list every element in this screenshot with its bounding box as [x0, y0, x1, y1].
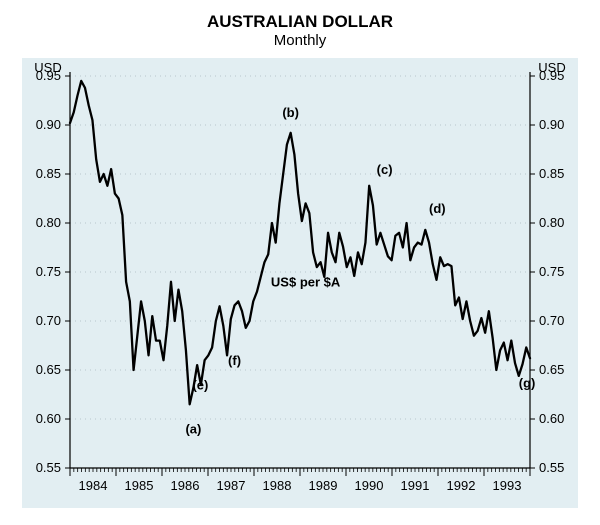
- series-label: US$ per $A: [271, 275, 341, 290]
- y-tick-label-right: 0.85: [539, 166, 564, 181]
- x-year-label: 1984: [79, 478, 108, 493]
- y-tick-label-right: 0.70: [539, 313, 564, 328]
- y-tick-label-right: 0.95: [539, 68, 564, 83]
- x-year-label: 1987: [217, 478, 246, 493]
- y-tick-label-left: 0.65: [36, 362, 61, 377]
- y-tick-label-right: 0.60: [539, 411, 564, 426]
- y-tick-label-left: 0.85: [36, 166, 61, 181]
- x-year-label: 1993: [493, 478, 522, 493]
- y-tick-label-right: 0.55: [539, 460, 564, 475]
- exchange-rate-chart: AUSTRALIAN DOLLAR Monthly USDUSD0.550.55…: [0, 0, 600, 525]
- y-tick-label-right: 0.75: [539, 264, 564, 279]
- y-tick-label-right: 0.65: [539, 362, 564, 377]
- annotation-d: (d): [429, 201, 446, 216]
- y-tick-label-left: 0.55: [36, 460, 61, 475]
- chart-title: AUSTRALIAN DOLLAR: [0, 12, 600, 32]
- x-year-label: 1985: [125, 478, 154, 493]
- y-tick-label-left: 0.70: [36, 313, 61, 328]
- y-tick-label-left: 0.80: [36, 215, 61, 230]
- x-year-label: 1989: [309, 478, 338, 493]
- annotation-e: (e): [192, 378, 208, 393]
- annotation-g: (g): [519, 376, 536, 391]
- annotation-c: (c): [377, 162, 393, 177]
- x-year-label: 1986: [171, 478, 200, 493]
- annotation-a: (a): [185, 422, 201, 437]
- chart-subtitle: Monthly: [0, 32, 600, 49]
- annotation-f: (f): [228, 353, 241, 368]
- y-tick-label-left: 0.75: [36, 264, 61, 279]
- x-year-label: 1988: [263, 478, 292, 493]
- y-tick-label-right: 0.90: [539, 117, 564, 132]
- x-year-label: 1992: [447, 478, 476, 493]
- x-year-label: 1990: [355, 478, 384, 493]
- y-tick-label-left: 0.90: [36, 117, 61, 132]
- x-year-label: 1991: [401, 478, 430, 493]
- chart-canvas: USDUSD0.550.550.600.600.650.650.700.700.…: [0, 0, 600, 525]
- annotation-b: (b): [282, 105, 299, 120]
- y-tick-label-right: 0.80: [539, 215, 564, 230]
- y-tick-label-left: 0.95: [36, 68, 61, 83]
- y-tick-label-left: 0.60: [36, 411, 61, 426]
